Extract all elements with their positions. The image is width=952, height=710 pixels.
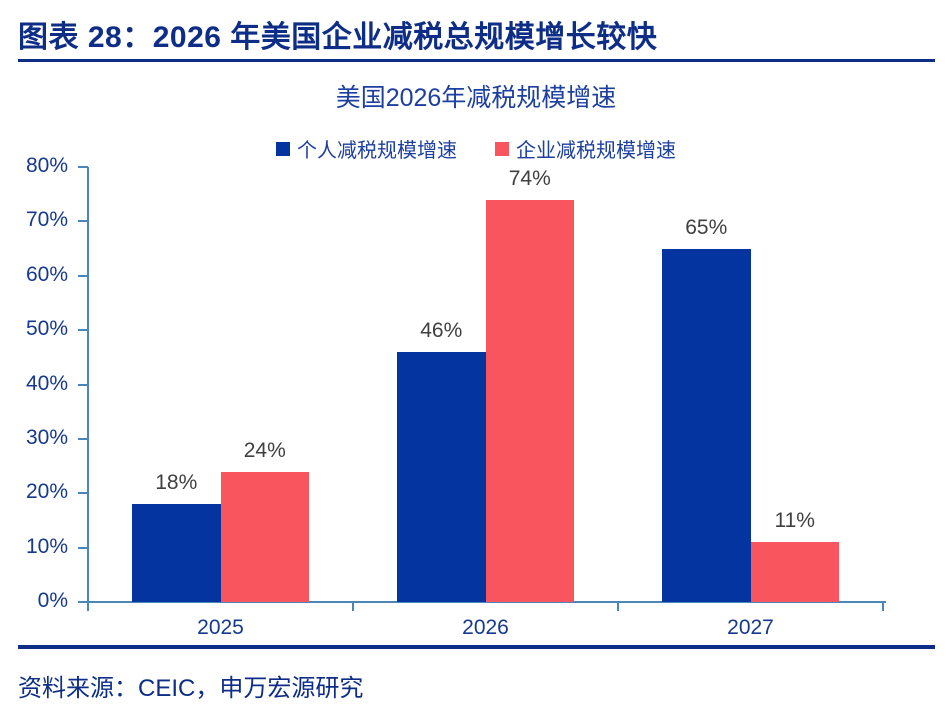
chart-legend: 个人减税规模增速 企业减税规模增速: [0, 134, 952, 163]
y-axis-tick: [78, 329, 88, 332]
legend-swatch-icon: [276, 141, 290, 156]
y-axis-tick-label: 30%: [25, 425, 68, 449]
bar-corporate-tax-cut: [750, 542, 839, 602]
bar-value-label: 65%: [685, 215, 728, 239]
figure-bottom-rule: [18, 645, 935, 649]
y-axis-tick: [78, 220, 88, 223]
x-axis-category-label: 2027: [727, 616, 774, 639]
y-axis-tick: [78, 546, 88, 549]
x-axis-tick: [352, 602, 354, 611]
y-axis-tick-label: 0%: [37, 589, 68, 612]
bar-value-label: 11%: [774, 509, 815, 533]
y-axis-tick: [78, 383, 88, 386]
y-axis-tick-label: 10%: [25, 534, 68, 558]
bar-value-label: 24%: [243, 438, 286, 462]
y-axis-tick-label: 50%: [25, 317, 68, 341]
x-axis-category-label: 2025: [197, 616, 244, 639]
bar-value-label: 18%: [155, 471, 198, 495]
bar-individual-tax-cut: [662, 248, 751, 602]
y-axis-tick: [78, 437, 88, 440]
y-axis-tick-label: 20%: [25, 480, 68, 504]
caption-underline: [18, 59, 935, 62]
y-axis-tick: [78, 492, 88, 495]
x-axis-line: [88, 601, 886, 603]
bar-value-label: 74%: [508, 166, 551, 190]
x-axis-tick: [882, 602, 884, 611]
y-axis-tick-label: 60%: [25, 262, 68, 286]
y-axis-tick-label: 40%: [25, 371, 68, 395]
y-axis-tick: [78, 274, 88, 277]
bar-individual-tax-cut: [132, 504, 221, 602]
y-axis-tick: [78, 166, 88, 168]
bar-value-label: 46%: [420, 318, 463, 342]
y-axis-tick-label: 80%: [25, 154, 68, 177]
x-axis-category-label: 2026: [462, 616, 509, 639]
bar-corporate-tax-cut: [220, 471, 309, 602]
legend-label: 企业减税规模增速: [516, 140, 676, 162]
legend-item: 个人减税规模增速: [276, 134, 457, 163]
y-axis-tick: [78, 601, 88, 603]
figure-caption: 图表 28：2026 年美国企业减税总规模增长较快: [18, 21, 658, 54]
source-note: 资料来源：CEIC，申万宏源研究: [18, 675, 364, 702]
y-axis-line: [87, 167, 89, 603]
x-axis-tick: [87, 602, 89, 611]
legend-label: 个人减税规模增速: [297, 140, 457, 162]
chart-title: 美国2026年减税规模增速: [335, 84, 617, 112]
legend-item: 企业减税规模增速: [495, 134, 676, 163]
bar-individual-tax-cut: [397, 351, 486, 602]
bar-corporate-tax-cut: [485, 199, 574, 602]
legend-swatch-icon: [495, 141, 509, 156]
y-axis-tick-label: 70%: [25, 208, 68, 232]
x-axis-tick: [617, 602, 619, 611]
